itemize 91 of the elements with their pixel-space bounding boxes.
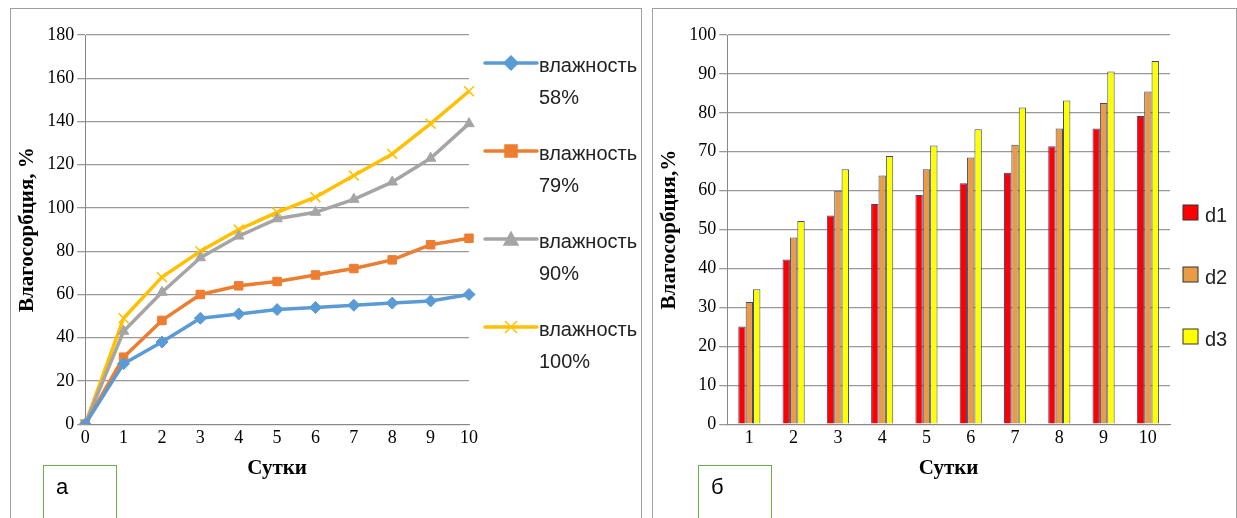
y-tick-label: 80 (698, 101, 717, 122)
x-tick-label: 7 (1010, 426, 1020, 447)
x-tick-label: 10 (1138, 426, 1157, 447)
x-tick-label: 10 (460, 426, 478, 447)
y-tick-label: 30 (698, 296, 717, 317)
point (272, 276, 282, 287)
point (232, 307, 246, 321)
point (462, 287, 476, 301)
x-axis-title: Сутки (918, 454, 979, 479)
x-tick-label: 3 (195, 426, 205, 447)
x-tick-label: 9 (1099, 426, 1109, 447)
x-tick-label: 6 (310, 426, 320, 447)
point (233, 229, 245, 240)
y-tick-label: 20 (698, 335, 717, 356)
point (117, 324, 130, 335)
y-tick-label: 180 (47, 23, 75, 44)
point (424, 117, 437, 130)
point (117, 357, 131, 371)
y-tick-label: 90 (698, 62, 717, 83)
x-tick-label: 5 (272, 426, 282, 447)
point (233, 281, 244, 291)
x-tick-label: 1 (119, 426, 129, 447)
point (157, 315, 167, 326)
y-tick-label: 60 (698, 179, 717, 200)
x-tick-label: 4 (234, 426, 244, 447)
x-tick-label: 8 (387, 426, 397, 447)
point (155, 335, 169, 349)
y-tick-label: 120 (47, 153, 75, 174)
y-tick-label: 80 (56, 239, 75, 260)
x-tick-label: 6 (966, 426, 976, 447)
point (349, 263, 359, 274)
y-axis-title: Влагосорбция, % (14, 147, 39, 313)
x-tick-label: 9 (426, 426, 436, 447)
x-tick-label: 4 (877, 426, 887, 447)
point (309, 205, 322, 216)
point (387, 255, 397, 265)
point (156, 285, 168, 296)
point (270, 303, 284, 317)
y-tick-label: 100 (689, 23, 717, 44)
y-tick-label: 40 (56, 326, 75, 347)
point (193, 311, 207, 325)
point (195, 289, 206, 300)
y-tick-label: 20 (56, 369, 75, 390)
y-tick-label: 100 (47, 196, 75, 217)
x-tick-label: 1 (744, 426, 754, 447)
x-tick-label: 7 (349, 426, 359, 447)
y-tick-label: 70 (698, 140, 717, 161)
point (117, 312, 130, 324)
point (194, 245, 207, 257)
legend-label: влажность 79% (539, 141, 639, 198)
y-tick-label: 60 (56, 283, 75, 304)
point (347, 298, 361, 312)
legend-label: d3 (1205, 327, 1228, 352)
y-tick-label: 10 (698, 374, 717, 395)
point (348, 169, 360, 182)
y-tick-label: 160 (47, 66, 75, 87)
point (309, 191, 322, 203)
point (194, 251, 207, 262)
y-tick-label: 140 (47, 110, 75, 131)
point (271, 206, 283, 218)
legend-label: влажность 100% (539, 317, 639, 374)
point (310, 270, 321, 280)
point (463, 85, 475, 97)
x-tick-label: 5 (921, 426, 931, 447)
point (385, 296, 399, 310)
x-tick-label: 2 (157, 426, 167, 447)
y-axis-title: Влагосорбция,% (656, 149, 681, 310)
point (386, 148, 398, 160)
point (348, 192, 360, 203)
legend-label: d1 (1205, 203, 1228, 228)
point (156, 271, 168, 283)
legend-label: влажность 58% (539, 53, 639, 110)
x-tick-label: 3 (833, 426, 843, 447)
point (464, 233, 474, 243)
point (424, 294, 438, 308)
point (425, 239, 436, 250)
x-tick-label: 2 (789, 426, 799, 447)
point (308, 300, 322, 314)
legend-label: влажность 90% (539, 229, 639, 286)
y-tick-label: 50 (698, 218, 717, 239)
y-tick-label: 0 (65, 412, 75, 433)
x-tick-label: 0 (80, 426, 90, 447)
point (463, 117, 475, 128)
text: а (43, 465, 117, 518)
text: б (698, 465, 772, 518)
x-tick-label: 8 (1054, 426, 1064, 447)
point (233, 223, 245, 236)
y-tick-label: 0 (707, 412, 717, 433)
legend-label: d2 (1205, 265, 1228, 290)
y-tick-label: 40 (698, 257, 717, 278)
x-axis-title: Сутки (247, 454, 307, 479)
